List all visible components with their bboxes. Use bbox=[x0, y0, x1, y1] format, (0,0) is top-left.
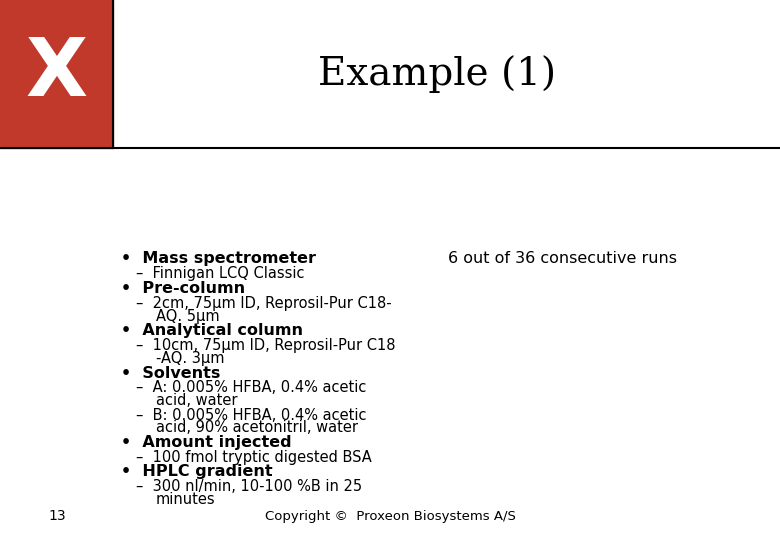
Text: AQ. 5μm: AQ. 5μm bbox=[156, 309, 220, 323]
Text: –  10cm, 75μm ID, Reprosil-Pur C18: – 10cm, 75μm ID, Reprosil-Pur C18 bbox=[136, 338, 396, 353]
Text: •  Solvents: • Solvents bbox=[121, 366, 220, 381]
Text: –  300 nl/min, 10-100 %B in 25: – 300 nl/min, 10-100 %B in 25 bbox=[136, 479, 363, 494]
Text: minutes: minutes bbox=[156, 492, 215, 507]
Text: Example (1): Example (1) bbox=[317, 55, 556, 93]
Text: •  Amount injected: • Amount injected bbox=[121, 435, 292, 450]
Text: 13: 13 bbox=[48, 509, 66, 523]
Text: –  B: 0.005% HFBA, 0.4% acetic: – B: 0.005% HFBA, 0.4% acetic bbox=[136, 408, 367, 422]
Text: 6 out of 36 consecutive runs: 6 out of 36 consecutive runs bbox=[448, 251, 678, 266]
Text: Copyright ©  Proxeon Biosystems A/S: Copyright © Proxeon Biosystems A/S bbox=[264, 510, 516, 523]
Text: •  Pre-column: • Pre-column bbox=[121, 281, 245, 296]
Text: acid, water: acid, water bbox=[156, 393, 237, 408]
Text: -AQ. 3μm: -AQ. 3μm bbox=[156, 350, 225, 366]
Text: –  2cm, 75μm ID, Reprosil-Pur C18-: – 2cm, 75μm ID, Reprosil-Pur C18- bbox=[136, 296, 392, 311]
Text: •  HPLC gradient: • HPLC gradient bbox=[121, 464, 272, 480]
Text: X: X bbox=[26, 35, 87, 113]
Bar bbox=[0, 0, 113, 148]
Text: acid, 90% acetonitril, water: acid, 90% acetonitril, water bbox=[156, 420, 358, 435]
Text: –  A: 0.005% HFBA, 0.4% acetic: – A: 0.005% HFBA, 0.4% acetic bbox=[136, 381, 367, 395]
Text: •  Mass spectrometer: • Mass spectrometer bbox=[121, 251, 316, 266]
Text: –  Finnigan LCQ Classic: – Finnigan LCQ Classic bbox=[136, 266, 305, 281]
Text: •  Analytical column: • Analytical column bbox=[121, 323, 303, 338]
Text: –  100 fmol tryptic digested BSA: – 100 fmol tryptic digested BSA bbox=[136, 450, 372, 465]
